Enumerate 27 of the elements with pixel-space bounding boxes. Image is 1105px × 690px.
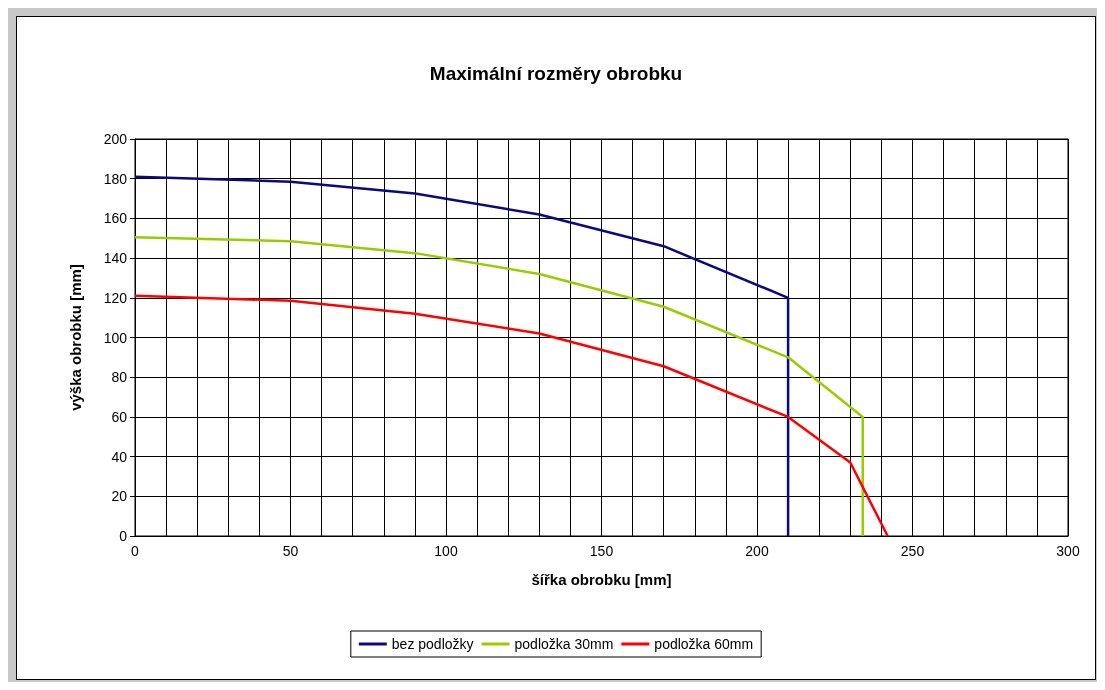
line-series xyxy=(133,294,889,538)
legend-label: bez podložky xyxy=(391,636,474,652)
y-tick-label: 20 xyxy=(111,488,128,505)
legend-label: podložka 60mm xyxy=(654,636,754,652)
y-tick-label: 60 xyxy=(111,408,128,425)
y-tick-label: 200 xyxy=(103,131,128,147)
legend-label: podložka 30mm xyxy=(514,636,614,652)
x-tick-label: 150 xyxy=(589,543,614,559)
y-axis-title: výška obrobku [mm] xyxy=(67,264,84,411)
y-tick-label: 140 xyxy=(103,250,128,267)
y-tick-label: 80 xyxy=(111,369,128,386)
y-tick-label: 100 xyxy=(103,329,128,346)
y-tick-label: 40 xyxy=(111,448,128,465)
y-tick-label: 0 xyxy=(119,528,128,544)
x-tick-label: 50 xyxy=(282,543,299,559)
y-tick-label: 120 xyxy=(103,289,128,306)
x-tick-label: 0 xyxy=(131,543,140,559)
x-tick-label: 250 xyxy=(900,543,925,559)
chart-title: Maximální rozměry obrobku xyxy=(429,63,683,84)
x-tick-label: 100 xyxy=(434,543,458,559)
x-tick-label: 300 xyxy=(1056,543,1080,559)
line-series xyxy=(133,175,790,538)
x-axis-title: šířka obrobku [mm] xyxy=(531,571,672,588)
y-tick-label: 160 xyxy=(103,210,128,227)
y-tick-label: 180 xyxy=(103,170,128,187)
x-tick-label: 200 xyxy=(745,543,769,559)
line-series xyxy=(133,236,864,538)
